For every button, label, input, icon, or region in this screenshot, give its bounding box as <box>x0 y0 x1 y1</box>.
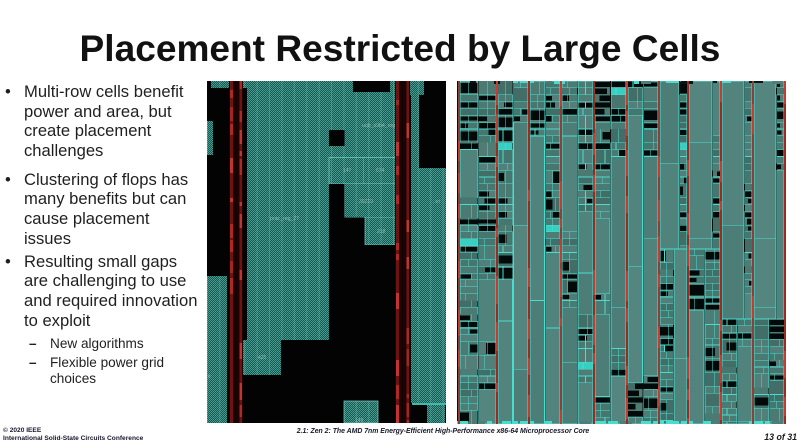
svg-text:674: 674 <box>376 168 385 174</box>
svg-text:..97: ..97 <box>433 199 441 204</box>
svg-text:147: 147 <box>343 168 352 174</box>
svg-text:218: 218 <box>377 229 386 235</box>
svg-text:425: 425 <box>258 355 267 361</box>
svg-text:30219: 30219 <box>359 199 373 205</box>
svg-text:g: g <box>208 373 211 378</box>
svg-text:149: 149 <box>355 418 364 423</box>
svg-text:uqb_s9b4_reg: uqb_s9b4_reg <box>362 123 395 129</box>
svg-text:prac_reg_27: prac_reg_27 <box>270 216 299 222</box>
